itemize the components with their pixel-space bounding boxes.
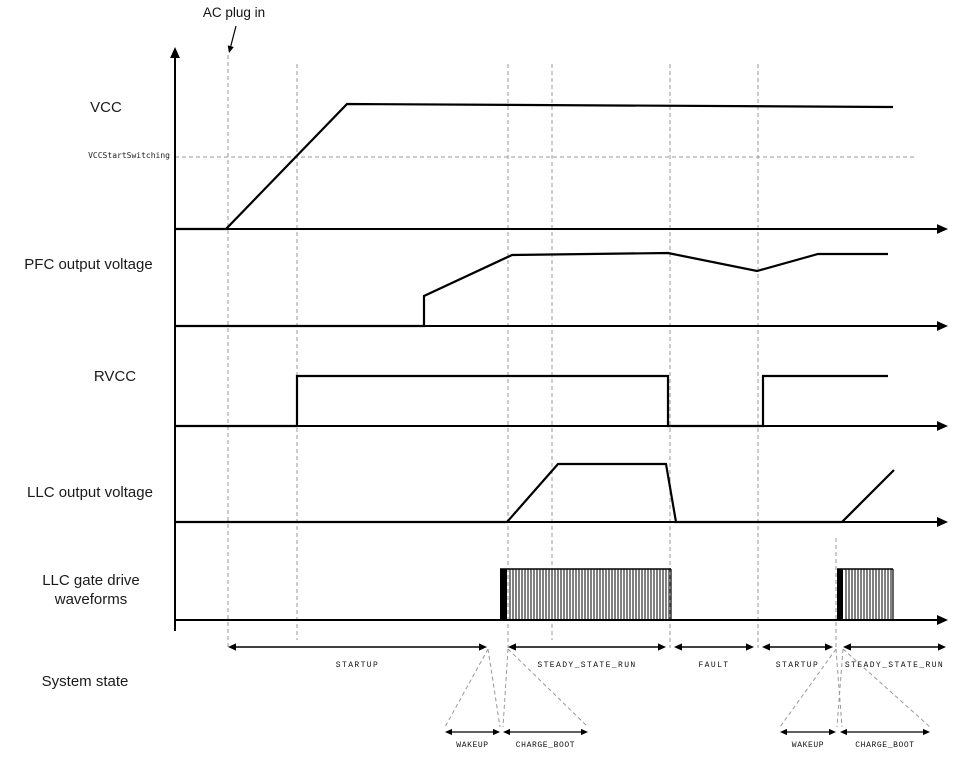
- rvcc-waveform: [175, 374, 888, 428]
- row-label-rvcc: RVCC: [93, 368, 137, 385]
- time-axis-pfc-head: [937, 321, 948, 331]
- system-state-label: STEADY_STATE_RUN: [537, 661, 636, 670]
- state-arrow-head: [508, 643, 516, 651]
- row-label-llc-output: LLC output voltage: [27, 484, 153, 501]
- detail-state-arrow-head: [503, 728, 510, 736]
- zoom-fan-line: [836, 648, 844, 728]
- ac-plug-in-arrow-head: [227, 45, 234, 53]
- system-state-label: FAULT: [698, 661, 729, 670]
- time-axis-rvcc-head: [937, 421, 948, 431]
- system-state-label: STARTUP: [336, 661, 379, 670]
- ac-plug-in-label: AC plug in: [202, 5, 266, 20]
- vertical-axis-head: [170, 47, 180, 58]
- zoom-fan-line: [444, 648, 489, 728]
- gate-burst-block: [500, 569, 507, 619]
- detail-state-arrow-head: [923, 728, 930, 736]
- state-arrow-head: [843, 643, 851, 651]
- detail-state-arrow-head: [840, 728, 847, 736]
- pfc-waveform: [175, 251, 888, 328]
- row-label-system-state: System state: [41, 673, 129, 690]
- row-label-llc-gate: LLC gate drive waveforms: [42, 572, 140, 608]
- gate-burst-block: [837, 569, 843, 619]
- state-arrow-head: [746, 643, 754, 651]
- state-arrow-head: [479, 643, 487, 651]
- time-axis-llc-output-head: [937, 517, 948, 527]
- row-label-vcc: VCC: [90, 99, 122, 116]
- zoom-fan-line: [487, 648, 501, 728]
- state-arrow-head: [825, 643, 833, 651]
- row-label-pfc: PFC output voltage: [24, 256, 153, 273]
- zoom-fan-line: [842, 648, 931, 728]
- detail-state-arrow-head: [445, 728, 452, 736]
- state-arrow-head: [938, 643, 946, 651]
- zoom-fan-line: [502, 648, 509, 728]
- detail-state-arrow-head: [493, 728, 500, 736]
- detail-state-label: WAKEUP: [792, 741, 824, 750]
- zoom-fan-line: [507, 648, 589, 728]
- llc-output-waveform: [175, 462, 895, 524]
- ac-plug-in-arrow: [229, 25, 237, 49]
- state-arrow-head: [674, 643, 682, 651]
- detail-state-label: WAKEUP: [456, 741, 488, 750]
- vcc-threshold-label: VCCStartSwitching: [88, 151, 170, 160]
- time-axis-vcc-head: [937, 224, 948, 234]
- zoom-fan-line: [779, 648, 837, 728]
- detail-state-arrow-head: [581, 728, 588, 736]
- detail-state-label: CHARGE_BOOT: [516, 741, 575, 750]
- state-arrow-head: [228, 643, 236, 651]
- vcc-waveform: [175, 102, 894, 231]
- detail-state-arrow-head: [829, 728, 836, 736]
- state-arrow-head: [658, 643, 666, 651]
- detail-state-label: CHARGE_BOOT: [855, 741, 914, 750]
- time-axis-llc-gate-head: [937, 615, 948, 625]
- state-arrow-head: [762, 643, 770, 651]
- system-state-label: STARTUP: [776, 661, 819, 670]
- zoom-fan-line: [835, 648, 843, 728]
- detail-state-arrow-head: [780, 728, 787, 736]
- system-state-label: STEADY_STATE_RUN: [845, 661, 944, 670]
